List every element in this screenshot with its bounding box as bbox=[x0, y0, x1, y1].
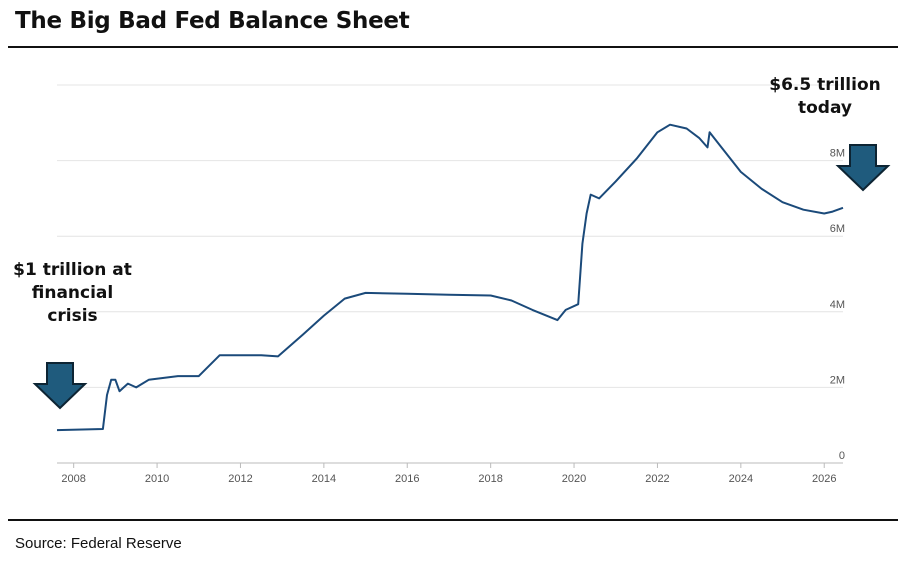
x-tick-label: 2008 bbox=[61, 473, 85, 485]
x-tick-label: 2010 bbox=[145, 473, 169, 485]
annotation: $1 trillion at financial crisis bbox=[13, 260, 132, 326]
arrow-right bbox=[835, 144, 891, 192]
plot-area: 0 2M 4M 6M 8M 2008 2010 2012 2014 2016 2018 2020 202… bbox=[56, 84, 845, 485]
x-tick-label: 2014 bbox=[312, 473, 336, 485]
x-tick-label: 2024 bbox=[729, 473, 753, 485]
x-tick-label: 2018 bbox=[478, 473, 502, 485]
y-tick-label: 8M bbox=[830, 148, 845, 160]
x-tick-label: 2020 bbox=[562, 473, 586, 485]
x-tick-label: 2026 bbox=[812, 473, 836, 485]
chart-title: The Big Bad Fed Balance Sheet bbox=[15, 8, 410, 34]
source-note: Source: Federal Reserve bbox=[15, 535, 182, 552]
x-tick-label: 2022 bbox=[645, 473, 669, 485]
data-line bbox=[56, 123, 844, 432]
annotation: $6.5 trillion today bbox=[769, 75, 881, 118]
arrow-left bbox=[32, 362, 88, 410]
x-tick-label: 2012 bbox=[228, 473, 252, 485]
y-tick-label: 6M bbox=[830, 223, 845, 235]
y-tick-label: 4M bbox=[830, 299, 845, 311]
y-tick-label: 0 bbox=[839, 450, 845, 462]
x-tick-label: 2016 bbox=[395, 473, 419, 485]
y-tick-label: 2M bbox=[830, 374, 845, 386]
